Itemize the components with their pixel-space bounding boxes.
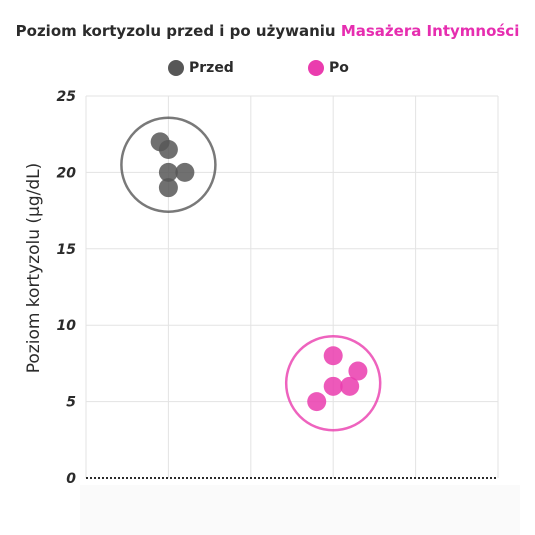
data-points (150, 132, 368, 412)
y-tick-label: 0 (66, 471, 76, 487)
point-przed (158, 178, 178, 198)
y-tick-label: 10 (57, 318, 77, 334)
y-tick-label: 15 (57, 242, 77, 258)
y-tick-labels: 0 5 10 15 20 25 (57, 89, 77, 487)
point-po (348, 361, 368, 381)
legend-label-po: Po (329, 60, 349, 76)
cluster-ring-przed (120, 116, 217, 214)
point-przed (175, 162, 195, 182)
cluster-ring-po (284, 335, 382, 432)
bottom-band (80, 485, 520, 535)
point-po (307, 392, 327, 412)
cluster-rings (120, 116, 382, 432)
point-po (340, 376, 360, 396)
legend-label-przed: Przed (189, 60, 234, 76)
legend-marker-po (308, 60, 324, 76)
point-po (323, 376, 343, 396)
grid (85, 95, 499, 479)
point-przed (158, 162, 178, 182)
point-przed (158, 139, 178, 159)
chart-title-text: Poziom kortyzolu przed i po używaniu (15, 22, 336, 40)
legend-marker-przed (168, 60, 184, 76)
point-po (323, 346, 343, 366)
y-tick-label: 25 (57, 89, 77, 105)
legend-item-po: Po (308, 60, 349, 76)
legend: Przed Po (0, 60, 535, 80)
y-tick-label: 20 (57, 165, 77, 181)
y-tick-label: 5 (66, 395, 76, 411)
legend-item-przed: Przed (168, 60, 234, 76)
chart-title-highlight: Masażera Intymności (340, 22, 520, 40)
chart-title: Poziom kortyzolu przed i po używaniu Mas… (0, 22, 535, 40)
